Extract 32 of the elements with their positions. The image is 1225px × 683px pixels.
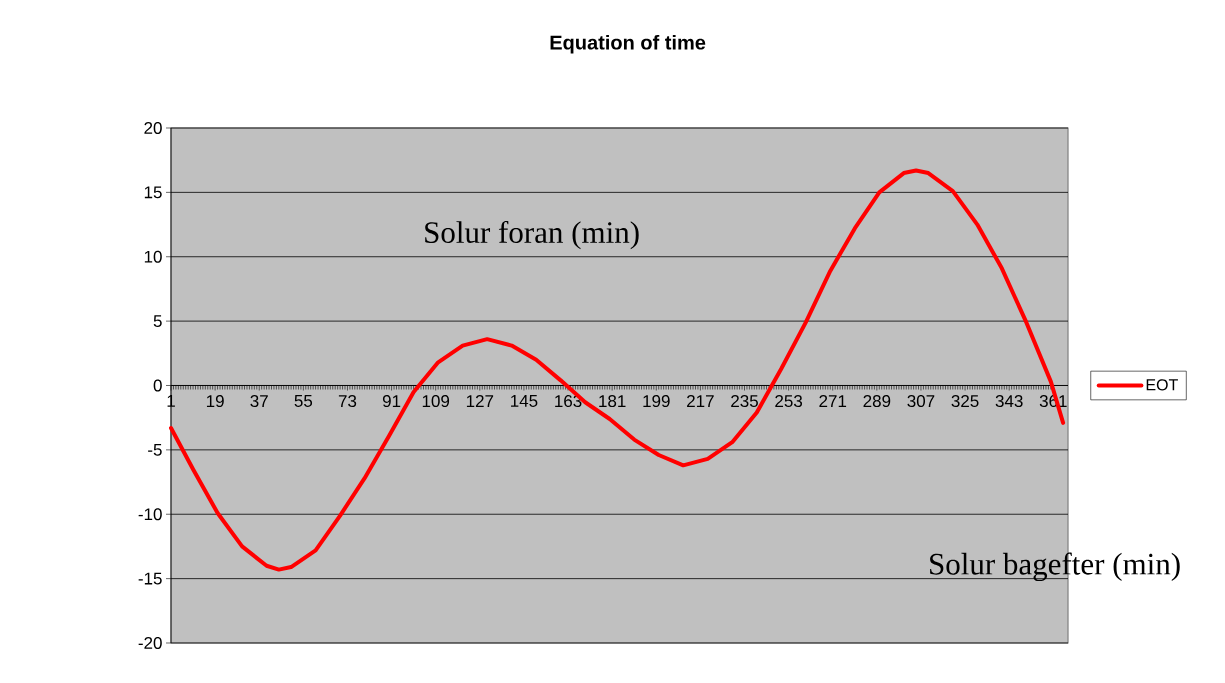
x-tick-label: 217 — [687, 395, 714, 407]
y-tick-label: -15 — [138, 572, 162, 585]
y-tick-label: 15 — [144, 186, 162, 199]
y-tick-label: 5 — [153, 315, 162, 328]
x-tick-label: 307 — [907, 395, 935, 408]
annotation: Solur foran (min) — [425, 220, 639, 250]
y-tick-label: -10 — [138, 508, 162, 521]
y-tick-label: -5 — [148, 443, 162, 456]
y-tick-label: 20 — [144, 121, 162, 135]
x-tick-label: 289 — [863, 395, 891, 408]
x-tick-label: 145 — [511, 395, 538, 407]
y-tick-label: -20 — [138, 636, 162, 650]
x-tick-label: 91 — [382, 395, 401, 408]
x-tick-label: 199 — [643, 395, 670, 408]
x-tick-label: 1 — [167, 395, 175, 407]
legend-label: EOT — [1146, 379, 1178, 391]
annotation: Solur bagefter (min) — [930, 552, 1180, 582]
y-tick-label: 10 — [144, 250, 162, 263]
x-tick-label: 127 — [466, 395, 494, 407]
x-tick-label: 271 — [819, 395, 847, 407]
x-tick-label: 181 — [599, 395, 626, 408]
y-tick-label: 0 — [153, 379, 162, 392]
x-tick-label: 109 — [422, 395, 450, 408]
x-tick-label: 19 — [206, 395, 224, 408]
chart-title: Equation of time — [550, 34, 706, 54]
x-tick-label: 235 — [731, 395, 758, 408]
x-tick-label: 253 — [775, 395, 803, 408]
x-tick-label: 55 — [294, 395, 313, 407]
x-tick-label: 325 — [951, 395, 979, 408]
x-tick-label: 73 — [338, 395, 357, 408]
x-tick-label: 37 — [250, 395, 268, 408]
x-tick-label: 343 — [995, 395, 1023, 408]
